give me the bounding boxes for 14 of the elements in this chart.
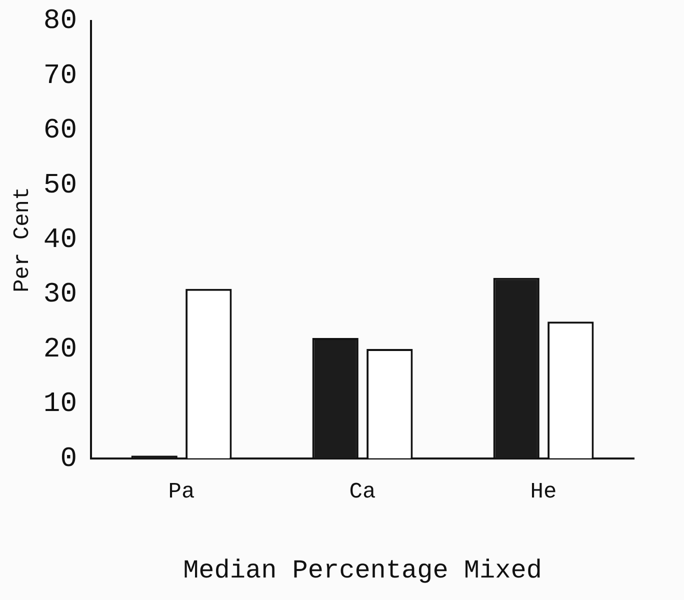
y-axis-title: Per Cent [10,186,36,292]
y-tick-label: 40 [43,225,78,256]
x-tick-label: Pa [168,479,195,504]
y-tick-label: 70 [43,60,78,92]
y-tick-label: 60 [43,116,78,147]
x-tick-label: Ca [349,479,376,504]
y-tick-label: 50 [43,170,78,202]
y-tick-label: 20 [43,334,78,366]
y-tick-label: 30 [43,280,78,311]
y-tick-label: 10 [43,389,78,420]
y-tick-label: 80 [43,6,78,38]
y-tick-label: 0 [60,444,78,475]
x-tick-label: He [530,479,557,504]
x-axis-title: Median Percentage Mixed [183,555,542,586]
